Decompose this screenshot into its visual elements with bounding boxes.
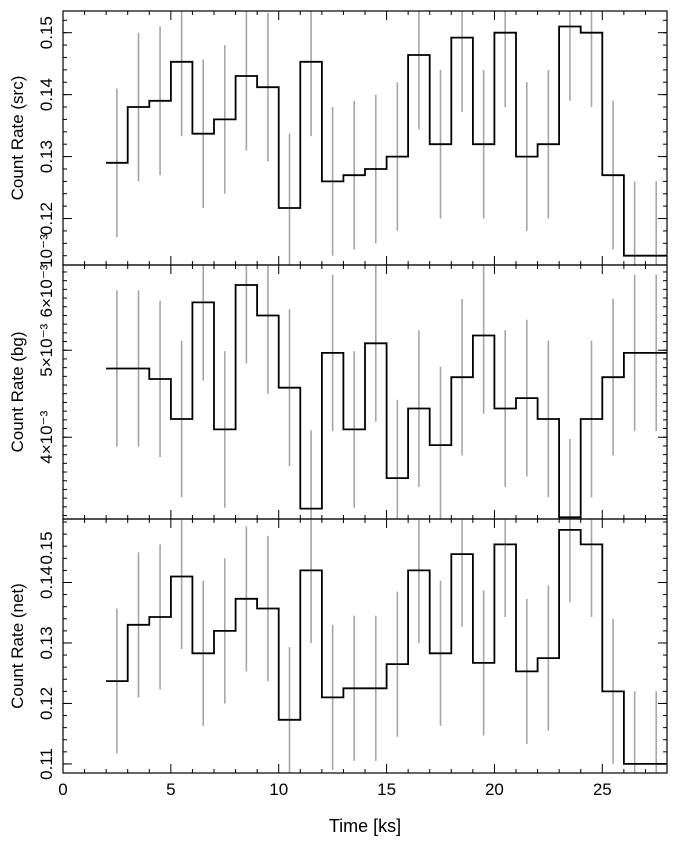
x-tick-label-4: 20 bbox=[485, 780, 504, 799]
step-line-src bbox=[106, 25, 667, 257]
y-tick-label-net-2: 0.13 bbox=[37, 626, 56, 659]
y-tick-label-src-0: 0.12 bbox=[37, 202, 56, 235]
y-tick-label-bg-extra-1: 10⁻³ bbox=[37, 234, 56, 268]
y-axis-label-src: Count Rate (src) bbox=[8, 76, 27, 201]
step-line-bg bbox=[106, 284, 667, 519]
y-tick-label-bg-1: 5×10⁻³ bbox=[37, 323, 56, 376]
y-tick-label-bg-0: 4×10⁻³ bbox=[37, 410, 56, 463]
y-tick-label-net-extra-0: 0.15 bbox=[37, 531, 56, 564]
x-tick-label-5: 25 bbox=[593, 780, 612, 799]
y-tick-label-bg-extra-0: 6×10⁻³ bbox=[37, 264, 56, 317]
panel-frame-src bbox=[62, 10, 668, 266]
step-line-net bbox=[106, 529, 667, 765]
x-tick-label-1: 5 bbox=[166, 780, 175, 799]
panel-frame-net bbox=[62, 518, 668, 774]
y-tick-label-net-0: 0.11 bbox=[37, 748, 56, 780]
x-tick-label-3: 15 bbox=[377, 780, 396, 799]
x-tick-label-2: 10 bbox=[269, 780, 288, 799]
y-axis-label-net: Count Rate (net) bbox=[8, 583, 27, 709]
y-tick-label-net-3: 0.14 bbox=[37, 566, 56, 599]
y-tick-label-net-1: 0.12 bbox=[37, 687, 56, 720]
y-tick-label-src-2: 0.14 bbox=[37, 78, 56, 111]
y-tick-label-src-3: 0.15 bbox=[37, 16, 56, 49]
y-axis-label-bg: Count Rate (bg) bbox=[8, 332, 27, 453]
x-axis-label: Time [ks] bbox=[329, 816, 401, 836]
y-tick-label-src-1: 0.13 bbox=[37, 140, 56, 173]
x-tick-label-0: 0 bbox=[58, 780, 67, 799]
